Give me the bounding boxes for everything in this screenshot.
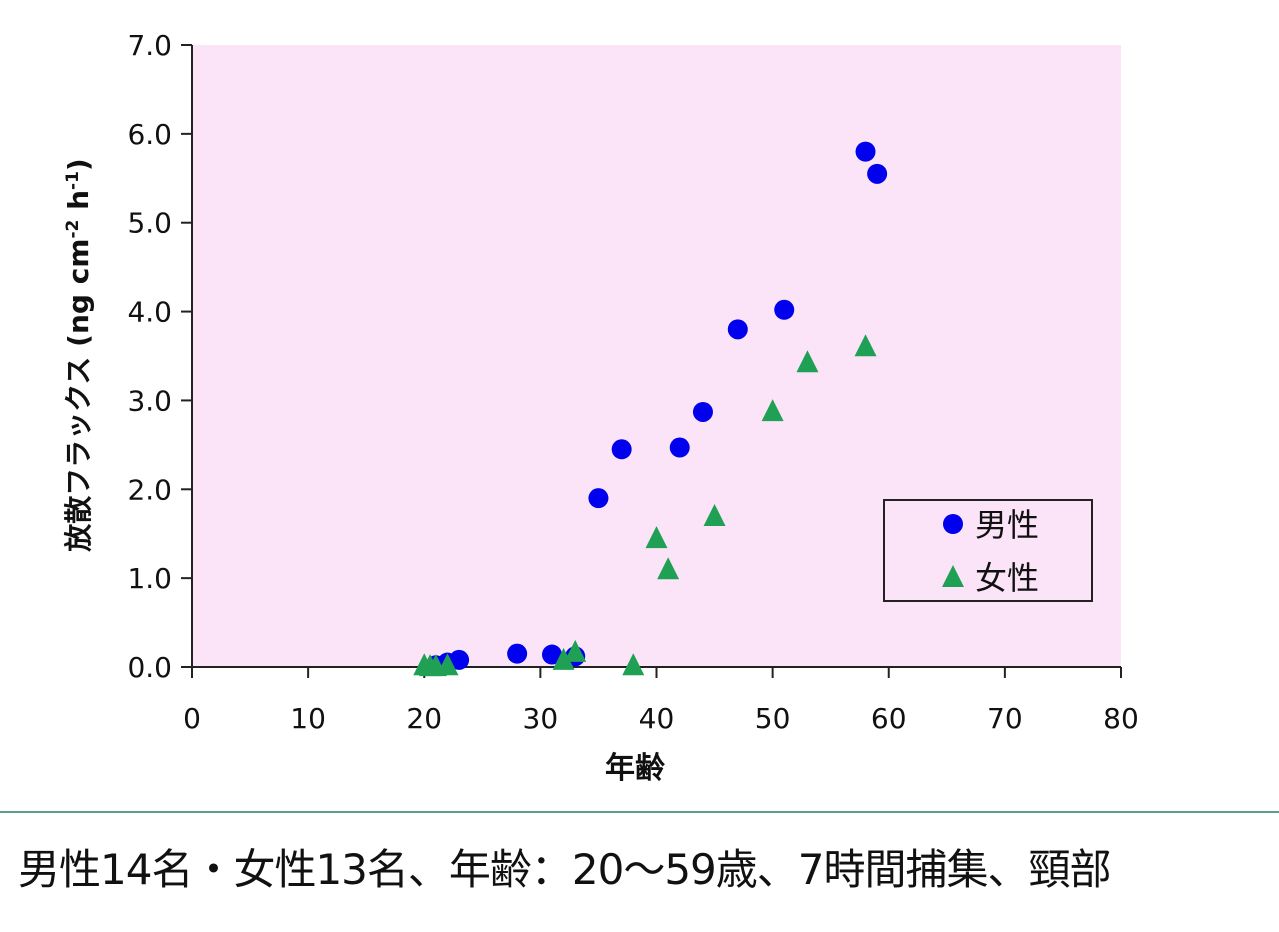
female-point (622, 653, 645, 676)
y-tick-label: 2.0 (127, 473, 172, 506)
male-point (541, 644, 562, 665)
female-point (657, 557, 680, 580)
male-point (588, 488, 609, 509)
x-tick-label: 60 (871, 702, 907, 735)
y-tick-label: 7.0 (127, 29, 172, 62)
caption: 男性14名・女性13名、年齢：20～59歳、7時間捕集、頸部 (18, 845, 1111, 894)
y-tick-label: 5.0 (127, 207, 172, 240)
male-point (611, 439, 632, 460)
y-tick-label: 1.0 (127, 562, 172, 595)
y-tick-label: 0.0 (127, 651, 172, 684)
female-point (552, 647, 575, 670)
male-point (692, 401, 713, 422)
female-point (761, 399, 784, 422)
x-tick-label: 50 (755, 702, 791, 735)
y-axis-label: 放散フラックス (ng cm-2 h-1) (62, 158, 95, 552)
male-point (727, 319, 748, 340)
legend-label: 女性 (975, 559, 1039, 597)
legend-box (883, 499, 1093, 602)
legend-circle-icon (943, 514, 963, 534)
legend-label: 男性 (975, 506, 1039, 544)
female-point (854, 334, 877, 357)
y-tick-label: 3.0 (127, 384, 172, 417)
x-axis-label: 年齢 (605, 751, 665, 786)
female-point (645, 526, 668, 549)
male-point (855, 141, 876, 162)
y-tick-label: 4.0 (127, 296, 172, 329)
male-point (507, 643, 528, 664)
x-tick-label: 80 (1103, 702, 1139, 735)
x-tick-label: 20 (406, 702, 442, 735)
y-tick-label: 6.0 (127, 118, 172, 151)
x-tick-label: 40 (639, 702, 675, 735)
female-point (564, 639, 587, 662)
male-point (449, 649, 470, 670)
x-tick-label: 70 (987, 702, 1023, 735)
female-point (703, 503, 726, 526)
data-points (413, 141, 888, 677)
scatter-chart: 0.0 1.0 2.0 3.0 4.0 5.0 6.0 7.0 0 10 20 30 40 50 60 70 8… (62, 29, 1139, 786)
x-tick-label: 30 (523, 702, 559, 735)
axis-labels: 年齢 放散フラックス (ng cm-2 h-1) (62, 158, 665, 786)
axes: 0.0 1.0 2.0 3.0 4.0 5.0 6.0 7.0 0 10 20 30 40 50 60 70 8… (127, 29, 1138, 735)
legend-triangle-icon (942, 565, 964, 587)
divider (0, 811, 1279, 813)
male-point (867, 163, 888, 184)
male-point (774, 299, 795, 320)
female-point (436, 653, 459, 676)
female-point (796, 350, 819, 373)
x-tick-label: 10 (290, 702, 326, 735)
x-tick-label: 0 (183, 702, 201, 735)
male-point (669, 437, 690, 458)
